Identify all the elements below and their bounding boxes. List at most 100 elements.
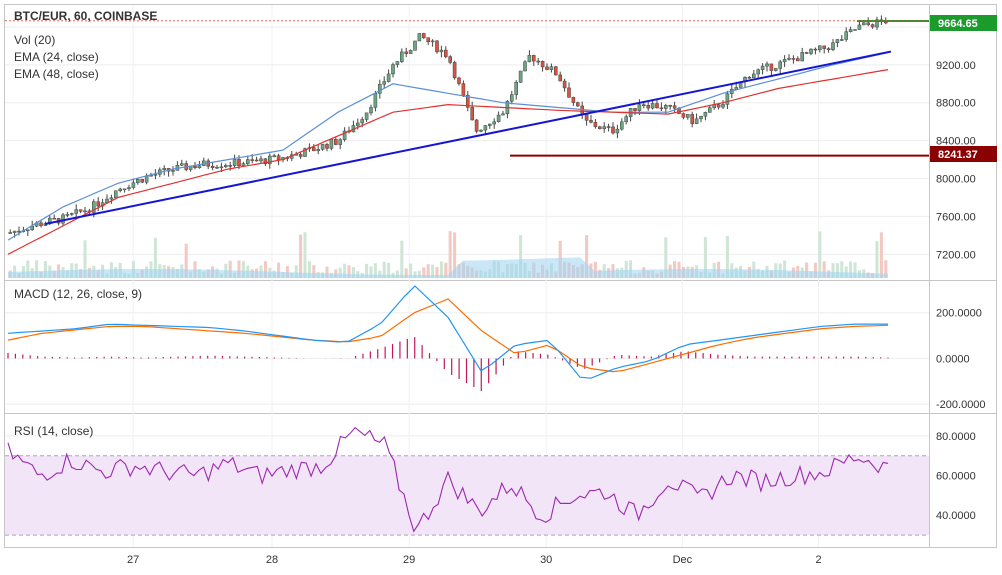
candle-body: [545, 66, 549, 70]
candle-body: [501, 113, 505, 116]
chart-frame: [4, 4, 997, 548]
candle-body: [8, 232, 12, 234]
volume-bar: [378, 270, 382, 278]
candle-body: [831, 42, 835, 51]
trendline: [44, 50, 892, 225]
candle-body: [12, 230, 17, 233]
rsi-tick-label: 40.0000: [936, 510, 976, 522]
candle-body: [602, 126, 606, 129]
volume-bar: [338, 267, 342, 278]
candle-body: [364, 112, 369, 120]
candle-body: [756, 69, 760, 75]
candle-body: [589, 120, 593, 123]
candle-body: [571, 97, 576, 103]
candle-body: [232, 158, 237, 166]
indicator-lines: [5, 20, 929, 255]
candle-body: [796, 58, 800, 62]
ema-fast-label[interactable]: EMA (24, close): [14, 50, 99, 64]
candle-body: [870, 24, 875, 28]
candle-body: [690, 114, 694, 124]
volume-label[interactable]: Vol (20): [14, 33, 55, 47]
volume-bar: [285, 266, 289, 278]
volume-bar: [422, 267, 426, 278]
macd-tick-label: -200.0000: [936, 399, 986, 411]
macd-label[interactable]: MACD (12, 26, close, 9): [14, 287, 142, 301]
candle-body: [804, 52, 809, 54]
candle-body: [386, 73, 391, 82]
candle-body: [598, 126, 602, 129]
candle-body: [466, 95, 470, 108]
volume-bar: [400, 240, 404, 278]
volume-bar: [439, 261, 443, 278]
candle-body: [725, 93, 730, 105]
candle-body: [615, 128, 620, 134]
candle-body: [400, 51, 404, 62]
candle-body: [672, 105, 677, 109]
candle-body: [254, 159, 259, 162]
candle-body: [650, 103, 655, 109]
ema-slow-label[interactable]: EMA (48, close): [14, 67, 99, 81]
candle-body: [800, 52, 804, 62]
volume-bar: [818, 231, 822, 278]
candle-body: [26, 229, 30, 232]
rsi-label[interactable]: RSI (14, close): [14, 424, 93, 438]
volume-bar: [43, 261, 47, 278]
volume-bar: [426, 264, 430, 278]
macd-pane[interactable]: [7, 285, 889, 392]
rsi-pane[interactable]: [7, 426, 889, 533]
ema-fast-line: [7, 51, 889, 241]
candle-body: [224, 165, 228, 168]
candle-body: [17, 230, 21, 233]
volume-bar: [404, 268, 408, 278]
candle-body: [153, 174, 158, 176]
volume-bar: [805, 262, 809, 278]
volume-bar: [277, 262, 281, 278]
volume-bar: [325, 266, 329, 278]
candle-body: [540, 60, 545, 68]
time-tick-label: 30: [540, 554, 552, 566]
volume-bar: [387, 262, 391, 278]
candle-body: [448, 56, 452, 63]
symbol-label[interactable]: BTC/EUR, 60, COINBASE: [14, 9, 157, 23]
candle-body: [703, 112, 708, 117]
candle-body: [818, 45, 822, 51]
price-tick-label: 8000.00: [936, 174, 976, 186]
candle-body: [276, 155, 281, 160]
candle-body: [215, 166, 219, 169]
candle-body: [408, 50, 413, 54]
time-tick-label: 28: [266, 554, 278, 566]
candle-body: [228, 165, 232, 167]
candle-body: [457, 77, 461, 84]
rsi-tick-label: 60.0000: [936, 471, 976, 483]
volume-bar: [347, 265, 351, 278]
volume-bar: [840, 261, 844, 278]
candle-body: [268, 155, 272, 165]
candle-body: [620, 121, 624, 130]
candle-body: [246, 159, 250, 164]
candle-body: [118, 188, 122, 191]
candle-body: [404, 51, 408, 54]
candle-body: [430, 40, 435, 43]
candle-body: [136, 179, 140, 183]
candle-body: [681, 113, 686, 118]
candle-body: [171, 170, 175, 172]
candle-body: [193, 165, 197, 169]
price-tick-label: 9200.00: [936, 60, 976, 72]
candle-body: [114, 190, 118, 199]
candle-body: [840, 39, 844, 41]
candle-body: [549, 66, 554, 70]
candle-body: [686, 114, 690, 118]
candle-body: [298, 154, 303, 157]
candle-body: [325, 144, 329, 149]
candle-body: [510, 94, 514, 102]
candle-body: [826, 48, 831, 51]
volume-bar: [228, 260, 232, 278]
candle-body: [369, 107, 373, 114]
candle-body: [259, 158, 263, 162]
candle-body: [809, 48, 813, 54]
volume-bar: [184, 243, 188, 278]
price-tick-label: 7600.00: [936, 211, 976, 223]
candle-body: [747, 77, 752, 79]
